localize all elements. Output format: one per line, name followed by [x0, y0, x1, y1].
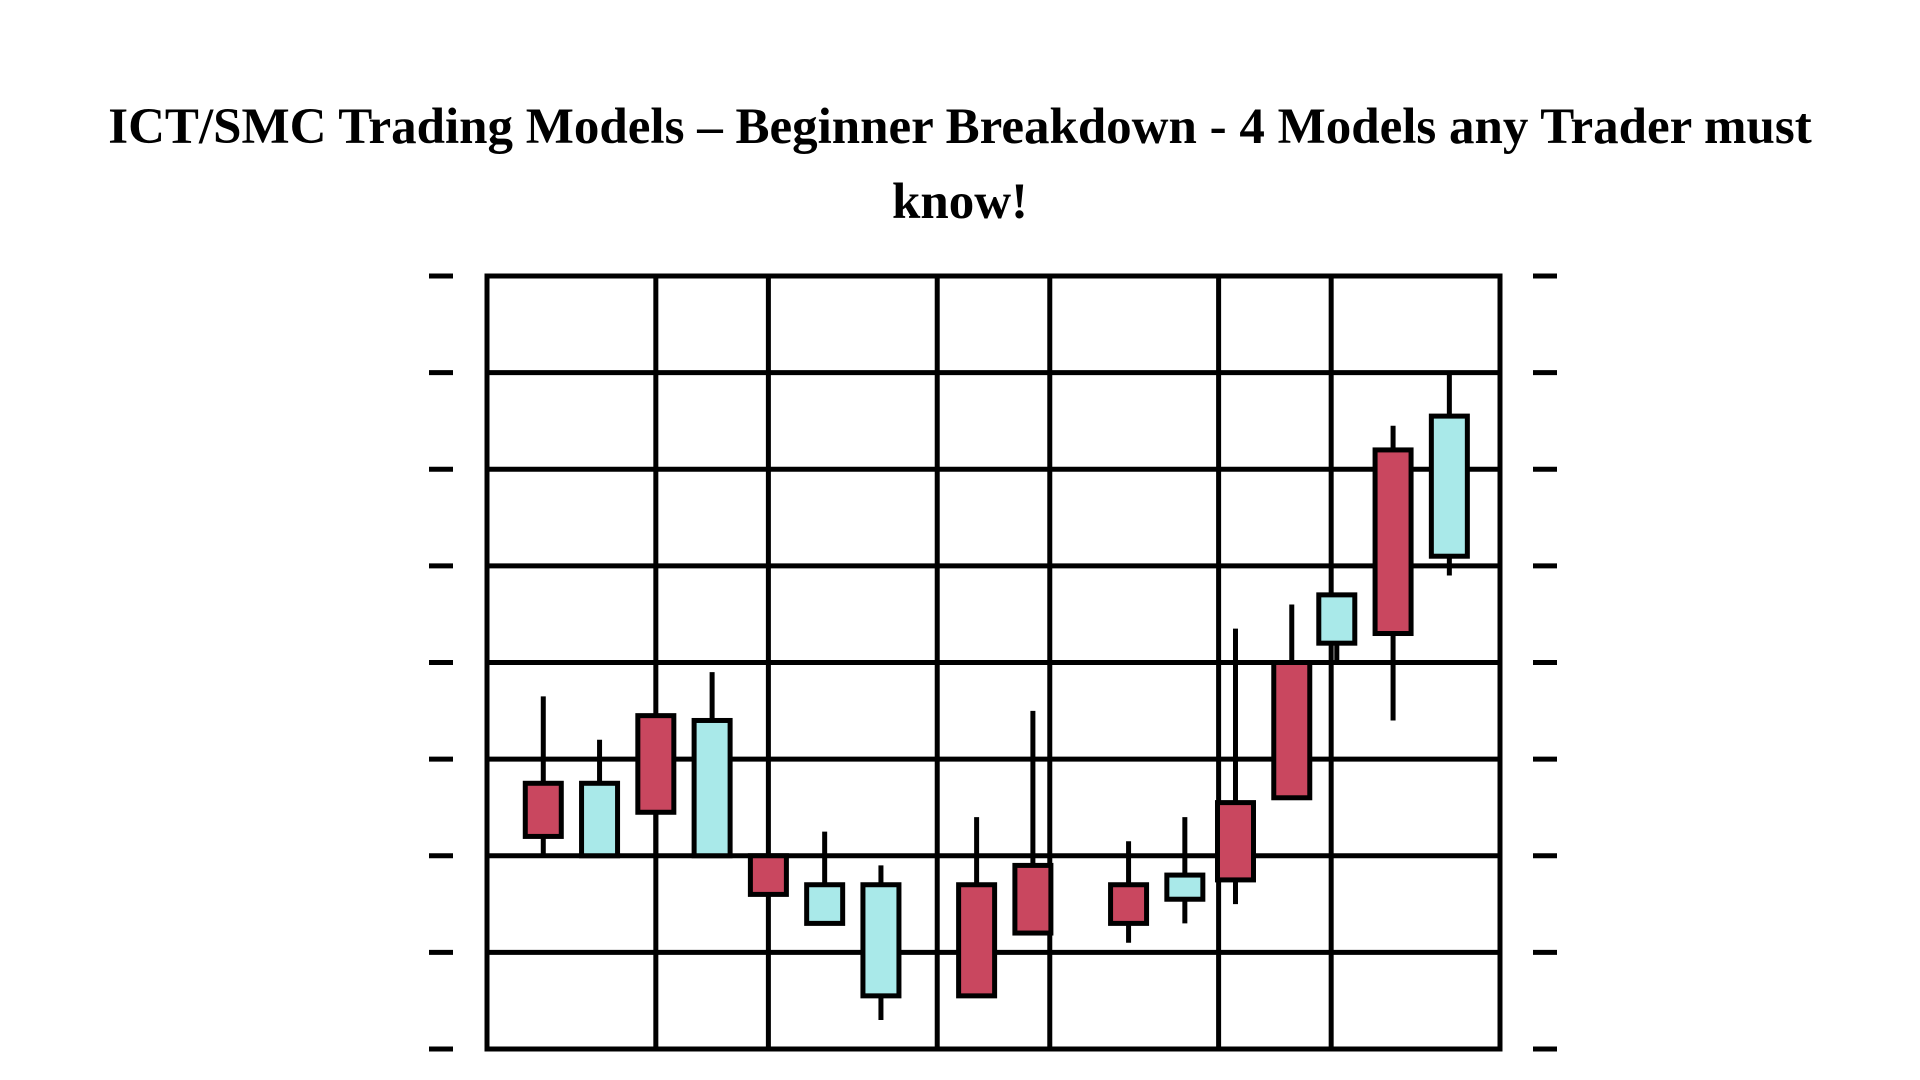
candle-body-12 — [1271, 660, 1313, 801]
candle-body-11 — [1214, 800, 1256, 883]
candle-body-8 — [1012, 862, 1054, 936]
plot-frame — [484, 273, 1503, 1052]
candle-body-0 — [522, 780, 564, 839]
candle-body-13 — [1316, 592, 1358, 646]
candle-body-15 — [1428, 413, 1470, 559]
page-title: ICT/SMC Trading Models – Beginner Breakd… — [108, 99, 1812, 230]
candle-body-5 — [804, 882, 846, 926]
candle-body-9 — [1108, 882, 1150, 926]
candle-body-7 — [956, 882, 998, 999]
candle-body-3 — [691, 717, 733, 859]
candle-body-14 — [1372, 447, 1414, 637]
candle-body-1 — [579, 780, 621, 859]
candle-body-6 — [860, 882, 902, 999]
candle-body-2 — [635, 713, 677, 815]
candle-body-4 — [747, 853, 789, 897]
candle-body-10 — [1164, 872, 1206, 902]
